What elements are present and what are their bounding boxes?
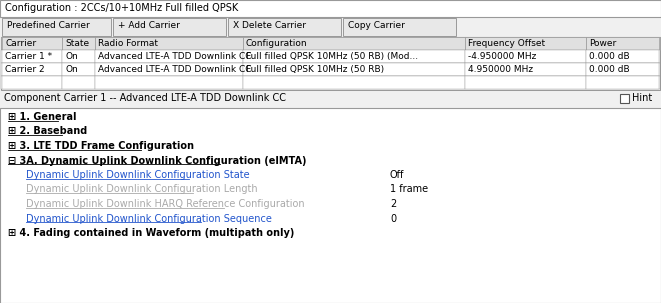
- Bar: [2, 63, 62, 76]
- Text: Copy Carrier: Copy Carrier: [348, 22, 405, 31]
- Text: 0: 0: [390, 214, 396, 224]
- Bar: [0, 108, 661, 303]
- Text: State: State: [65, 39, 89, 48]
- Text: ⊞ 3. LTE TDD Frame Configuration: ⊞ 3. LTE TDD Frame Configuration: [8, 141, 194, 151]
- Text: Radio Format: Radio Format: [98, 39, 158, 48]
- Text: -4.950000 MHz: -4.950000 MHz: [468, 52, 536, 61]
- Bar: [0, 0, 661, 17]
- Text: On: On: [65, 52, 78, 61]
- Bar: [95, 76, 243, 89]
- Text: ⊞ 2. Baseband: ⊞ 2. Baseband: [8, 126, 87, 136]
- Text: + Add Carrier: + Add Carrier: [118, 22, 180, 31]
- Bar: [0, 91, 661, 107]
- Bar: [228, 18, 341, 36]
- Bar: [243, 50, 465, 63]
- Bar: [343, 18, 456, 36]
- Bar: [586, 50, 659, 63]
- Text: 0.000 dB: 0.000 dB: [589, 52, 630, 61]
- Bar: [95, 63, 243, 76]
- Bar: [95, 37, 243, 50]
- Text: Carrier 2: Carrier 2: [5, 65, 45, 74]
- Text: 1 frame: 1 frame: [390, 185, 428, 195]
- Bar: [2, 76, 62, 89]
- Bar: [1, 37, 660, 50]
- Text: ⊞ 1. General: ⊞ 1. General: [8, 112, 77, 122]
- Text: Hint: Hint: [632, 93, 652, 103]
- Bar: [62, 76, 95, 89]
- Bar: [1, 76, 660, 89]
- Text: Dynamic Uplink Downlink Configuration Length: Dynamic Uplink Downlink Configuration Le…: [26, 185, 258, 195]
- Bar: [465, 37, 586, 50]
- Text: Dynamic Uplink Downlink Configuration Sequence: Dynamic Uplink Downlink Configuration Se…: [26, 214, 272, 224]
- Bar: [62, 50, 95, 63]
- Text: ⊞ 4. Fading contained in Waveform (multipath only): ⊞ 4. Fading contained in Waveform (multi…: [8, 228, 294, 238]
- Bar: [62, 63, 95, 76]
- Text: Dynamic Uplink Downlink Configuration State: Dynamic Uplink Downlink Configuration St…: [26, 170, 250, 180]
- Bar: [62, 37, 95, 50]
- Text: Off: Off: [390, 170, 405, 180]
- Text: 0.000 dB: 0.000 dB: [589, 65, 630, 74]
- Bar: [243, 63, 465, 76]
- Text: Predefined Carrier: Predefined Carrier: [7, 22, 90, 31]
- Text: Configuration: Configuration: [246, 39, 307, 48]
- Text: On: On: [65, 65, 78, 74]
- Text: Carrier 1 *: Carrier 1 *: [5, 52, 52, 61]
- Text: Carrier: Carrier: [5, 39, 36, 48]
- Text: Advanced LTE-A TDD Downlink CC: Advanced LTE-A TDD Downlink CC: [98, 52, 251, 61]
- Text: Power: Power: [589, 39, 616, 48]
- Bar: [465, 50, 586, 63]
- Text: Full filled QPSK 10MHz (50 RB) (Mod...: Full filled QPSK 10MHz (50 RB) (Mod...: [246, 52, 418, 61]
- Bar: [586, 37, 659, 50]
- Text: Advanced LTE-A TDD Downlink CC: Advanced LTE-A TDD Downlink CC: [98, 65, 251, 74]
- Bar: [95, 50, 243, 63]
- Text: ⊟ 3A. Dynamic Uplink Downlink Configuration (eIMTA): ⊟ 3A. Dynamic Uplink Downlink Configurat…: [8, 155, 307, 165]
- Bar: [113, 18, 226, 36]
- Bar: [586, 76, 659, 89]
- Bar: [1, 63, 660, 76]
- Bar: [465, 63, 586, 76]
- Bar: [1, 50, 660, 63]
- Bar: [586, 63, 659, 76]
- Bar: [620, 94, 629, 103]
- Text: 4.950000 MHz: 4.950000 MHz: [468, 65, 533, 74]
- Bar: [465, 76, 586, 89]
- Text: Component Carrier 1 -- Advanced LTE-A TDD Downlink CC: Component Carrier 1 -- Advanced LTE-A TD…: [4, 93, 286, 103]
- Bar: [243, 37, 465, 50]
- Bar: [2, 18, 111, 36]
- Text: Configuration : 2CCs/10+10MHz Full filled QPSK: Configuration : 2CCs/10+10MHz Full fille…: [5, 3, 238, 13]
- Text: Full filled QPSK 10MHz (50 RB): Full filled QPSK 10MHz (50 RB): [246, 65, 384, 74]
- Text: Dynamic Uplink Downlink HARQ Reference Configuration: Dynamic Uplink Downlink HARQ Reference C…: [26, 199, 305, 209]
- Bar: [243, 76, 465, 89]
- Bar: [1, 37, 660, 90]
- Text: X Delete Carrier: X Delete Carrier: [233, 22, 306, 31]
- Text: 2: 2: [390, 199, 396, 209]
- Text: Frequency Offset: Frequency Offset: [468, 39, 545, 48]
- Bar: [2, 50, 62, 63]
- Bar: [2, 37, 62, 50]
